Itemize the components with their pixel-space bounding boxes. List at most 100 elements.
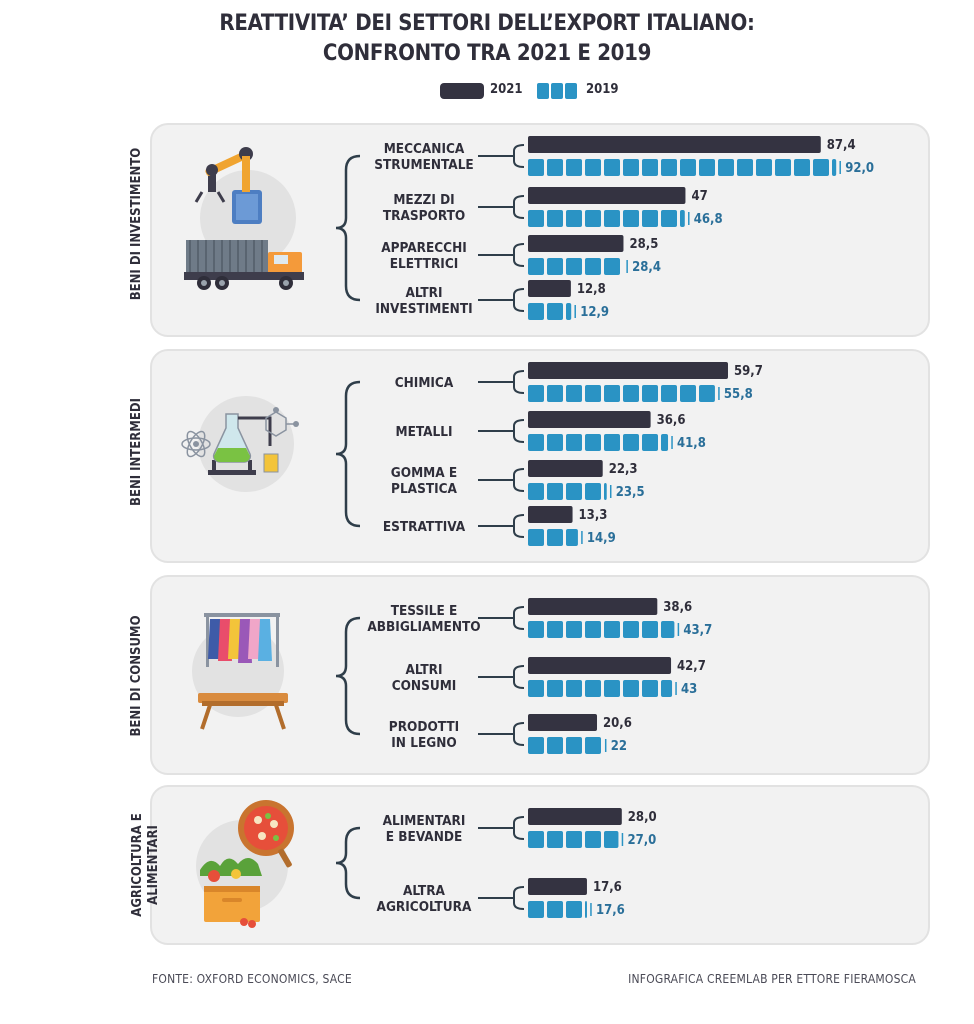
robot-arm-truck-icon [184, 147, 304, 290]
bar-2019-segment-mezzi-di-trasporto [680, 210, 685, 227]
chemistry-flask-icon [181, 396, 299, 492]
value-label-2021-tessile-e-abbigliamento: 38,6 [663, 600, 692, 615]
category-bracket [513, 288, 525, 312]
bar-2019-segment-altra-agricoltura [528, 901, 544, 918]
bar-2019-segment-gomma-e-plastica [547, 483, 563, 500]
bar-2019-segment-mezzi-di-trasporto [528, 210, 544, 227]
bar-2019-segment-prodotti-in-legno [585, 737, 601, 754]
category-label-meccanica-strumentale: MECCANICA [384, 141, 465, 157]
category-bracket [513, 886, 525, 910]
bar-2021-altri-consumi [528, 657, 672, 674]
bar-2019-segment-metalli [566, 434, 582, 451]
bar-2019-segment-metalli [585, 434, 601, 451]
bar-2019-segment-altri-consumi [604, 680, 620, 697]
bar-2019-segment-altra-agricoltura [566, 901, 582, 918]
bar-2019-segment-meccanica-strumentale [756, 159, 772, 176]
bar-2019-segment-altri-consumi [661, 680, 673, 697]
bar-2019-segment-meccanica-strumentale [566, 159, 582, 176]
category-label-apparecchi-elettrici: APPARECCHI [381, 240, 467, 256]
bar-2019-segment-metalli [528, 434, 544, 451]
category-label-altri-consumi: ALTRI [405, 662, 442, 678]
legend-swatch-2019 [537, 83, 577, 99]
legend-label-2021: 2021 [490, 82, 523, 97]
category-bracket [513, 816, 525, 840]
bar-2019-segment-tessile-e-abbigliamento [642, 621, 658, 638]
group-bracket [335, 616, 361, 736]
category-label-gomma-e-plastica: GOMMA E [391, 465, 457, 481]
bar-2019-segment-chimica [642, 385, 658, 402]
bar-2019-segment-mezzi-di-trasporto [585, 210, 601, 227]
bar-2019-segment-mezzi-di-trasporto [604, 210, 620, 227]
bar-2019-segment-prodotti-in-legno [547, 737, 563, 754]
bar-2019-segment-tessile-e-abbigliamento [585, 621, 601, 638]
category-bracket [513, 243, 525, 267]
bar-2019-segment-gomma-e-plastica [604, 483, 607, 500]
bar-2021-chimica [528, 362, 728, 379]
legend-label-2019: 2019 [586, 82, 619, 97]
bar-2019-segment-alimentari-e-bevande [566, 831, 582, 848]
bar-2019-segment-estrattiva [547, 529, 563, 546]
value-label-2019-apparecchi-elettrici: 28,4 [632, 260, 661, 275]
category-label-tessile-e-abbigliamento: TESSILE E [391, 603, 458, 619]
bar-2019-segment-chimica [661, 385, 677, 402]
category-label-alimentari-e-bevande: ALIMENTARI [383, 813, 466, 829]
bar-2019-segment-apparecchi-elettrici [528, 258, 544, 275]
bar-2019-segment-meccanica-strumentale [718, 159, 734, 176]
value-label-2019-prodotti-in-legno: 22 [611, 739, 627, 754]
bar-2019-segment-apparecchi-elettrici [547, 258, 563, 275]
bar-2019-segment-tessile-e-abbigliamento [661, 621, 675, 638]
bar-2019-segment-metalli [604, 434, 620, 451]
value-label-2019-altra-agricoltura: 17,6 [596, 903, 625, 918]
bar-2019-segment-estrattiva [566, 529, 578, 546]
bar-2019-segment-mezzi-di-trasporto [623, 210, 639, 227]
category-label-chimica: CHIMICA [395, 375, 454, 391]
bar-2019-segment-alimentari-e-bevande [528, 831, 544, 848]
bar-2019-segment-prodotti-in-legno [528, 737, 544, 754]
bar-2019-segment-apparecchi-elettrici [585, 258, 601, 275]
category-label-alimentari-e-bevande: E BEVANDE [386, 829, 463, 845]
value-label-2021-apparecchi-elettrici: 28,5 [629, 237, 658, 252]
category-bracket [513, 419, 525, 443]
bar-2019-segment-meccanica-strumentale [813, 159, 829, 176]
value-label-2019-meccanica-strumentale: 92,0 [845, 161, 874, 176]
bar-2021-prodotti-in-legno [528, 714, 598, 731]
bar-2019-segment-mezzi-di-trasporto [661, 210, 677, 227]
category-label-prodotti-in-legno: IN LEGNO [391, 735, 456, 751]
category-label-apparecchi-elettrici: ELETTRICI [390, 256, 459, 272]
value-label-2021-altra-agricoltura: 17,6 [593, 880, 622, 895]
bar-2019-segment-meccanica-strumentale [623, 159, 639, 176]
value-label-2021-chimica: 59,7 [734, 364, 763, 379]
bar-2019-segment-apparecchi-elettrici [604, 258, 620, 275]
bar-2019-segment-altri-investimenti [547, 303, 563, 320]
chart-title-line2: CONFRONTO TRA 2021 E 2019 [322, 41, 652, 66]
category-bracket [513, 606, 525, 630]
bar-2019-segment-mezzi-di-trasporto [566, 210, 582, 227]
bar-2021-metalli [528, 411, 651, 428]
bar-2019-segment-gomma-e-plastica [528, 483, 544, 500]
category-bracket [513, 665, 525, 689]
credit-note: INFOGRAFICA CREEMLAB PER ETTORE FIERAMOS… [628, 972, 916, 986]
bar-2019-segment-metalli [547, 434, 563, 451]
bar-2021-apparecchi-elettrici [528, 235, 624, 252]
bar-2019-segment-apparecchi-elettrici [566, 258, 582, 275]
bar-2019-segment-gomma-e-plastica [585, 483, 601, 500]
bar-2019-segment-altri-consumi [566, 680, 582, 697]
bar-2019-segment-meccanica-strumentale [661, 159, 677, 176]
bar-2019-segment-altra-agricoltura [547, 901, 563, 918]
category-label-altri-consumi: CONSUMI [392, 678, 457, 694]
value-label-2019-altri-investimenti: 12,9 [580, 305, 609, 320]
bar-2019-segment-meccanica-strumentale [775, 159, 791, 176]
value-label-2021-mezzi-di-trasporto: 47 [691, 189, 707, 204]
bar-2021-altri-investimenti [528, 280, 571, 297]
chart-title-line1: REATTIVITA’ DEI SETTORI DELL’EXPORT ITAL… [219, 11, 755, 36]
value-label-2021-estrattiva: 13,3 [579, 508, 608, 523]
category-label-mezzi-di-trasporto: MEZZI DI [393, 192, 454, 208]
bar-2019-segment-tessile-e-abbigliamento [623, 621, 639, 638]
group-bracket [335, 826, 361, 900]
bar-2019-segment-altri-consumi [642, 680, 658, 697]
value-label-2021-altri-consumi: 42,7 [677, 659, 706, 674]
value-label-2021-metalli: 36,6 [657, 413, 686, 428]
category-label-altra-agricoltura: AGRICOLTURA [377, 899, 472, 915]
bar-2019-segment-chimica [585, 385, 601, 402]
bar-2019-segment-chimica [623, 385, 639, 402]
